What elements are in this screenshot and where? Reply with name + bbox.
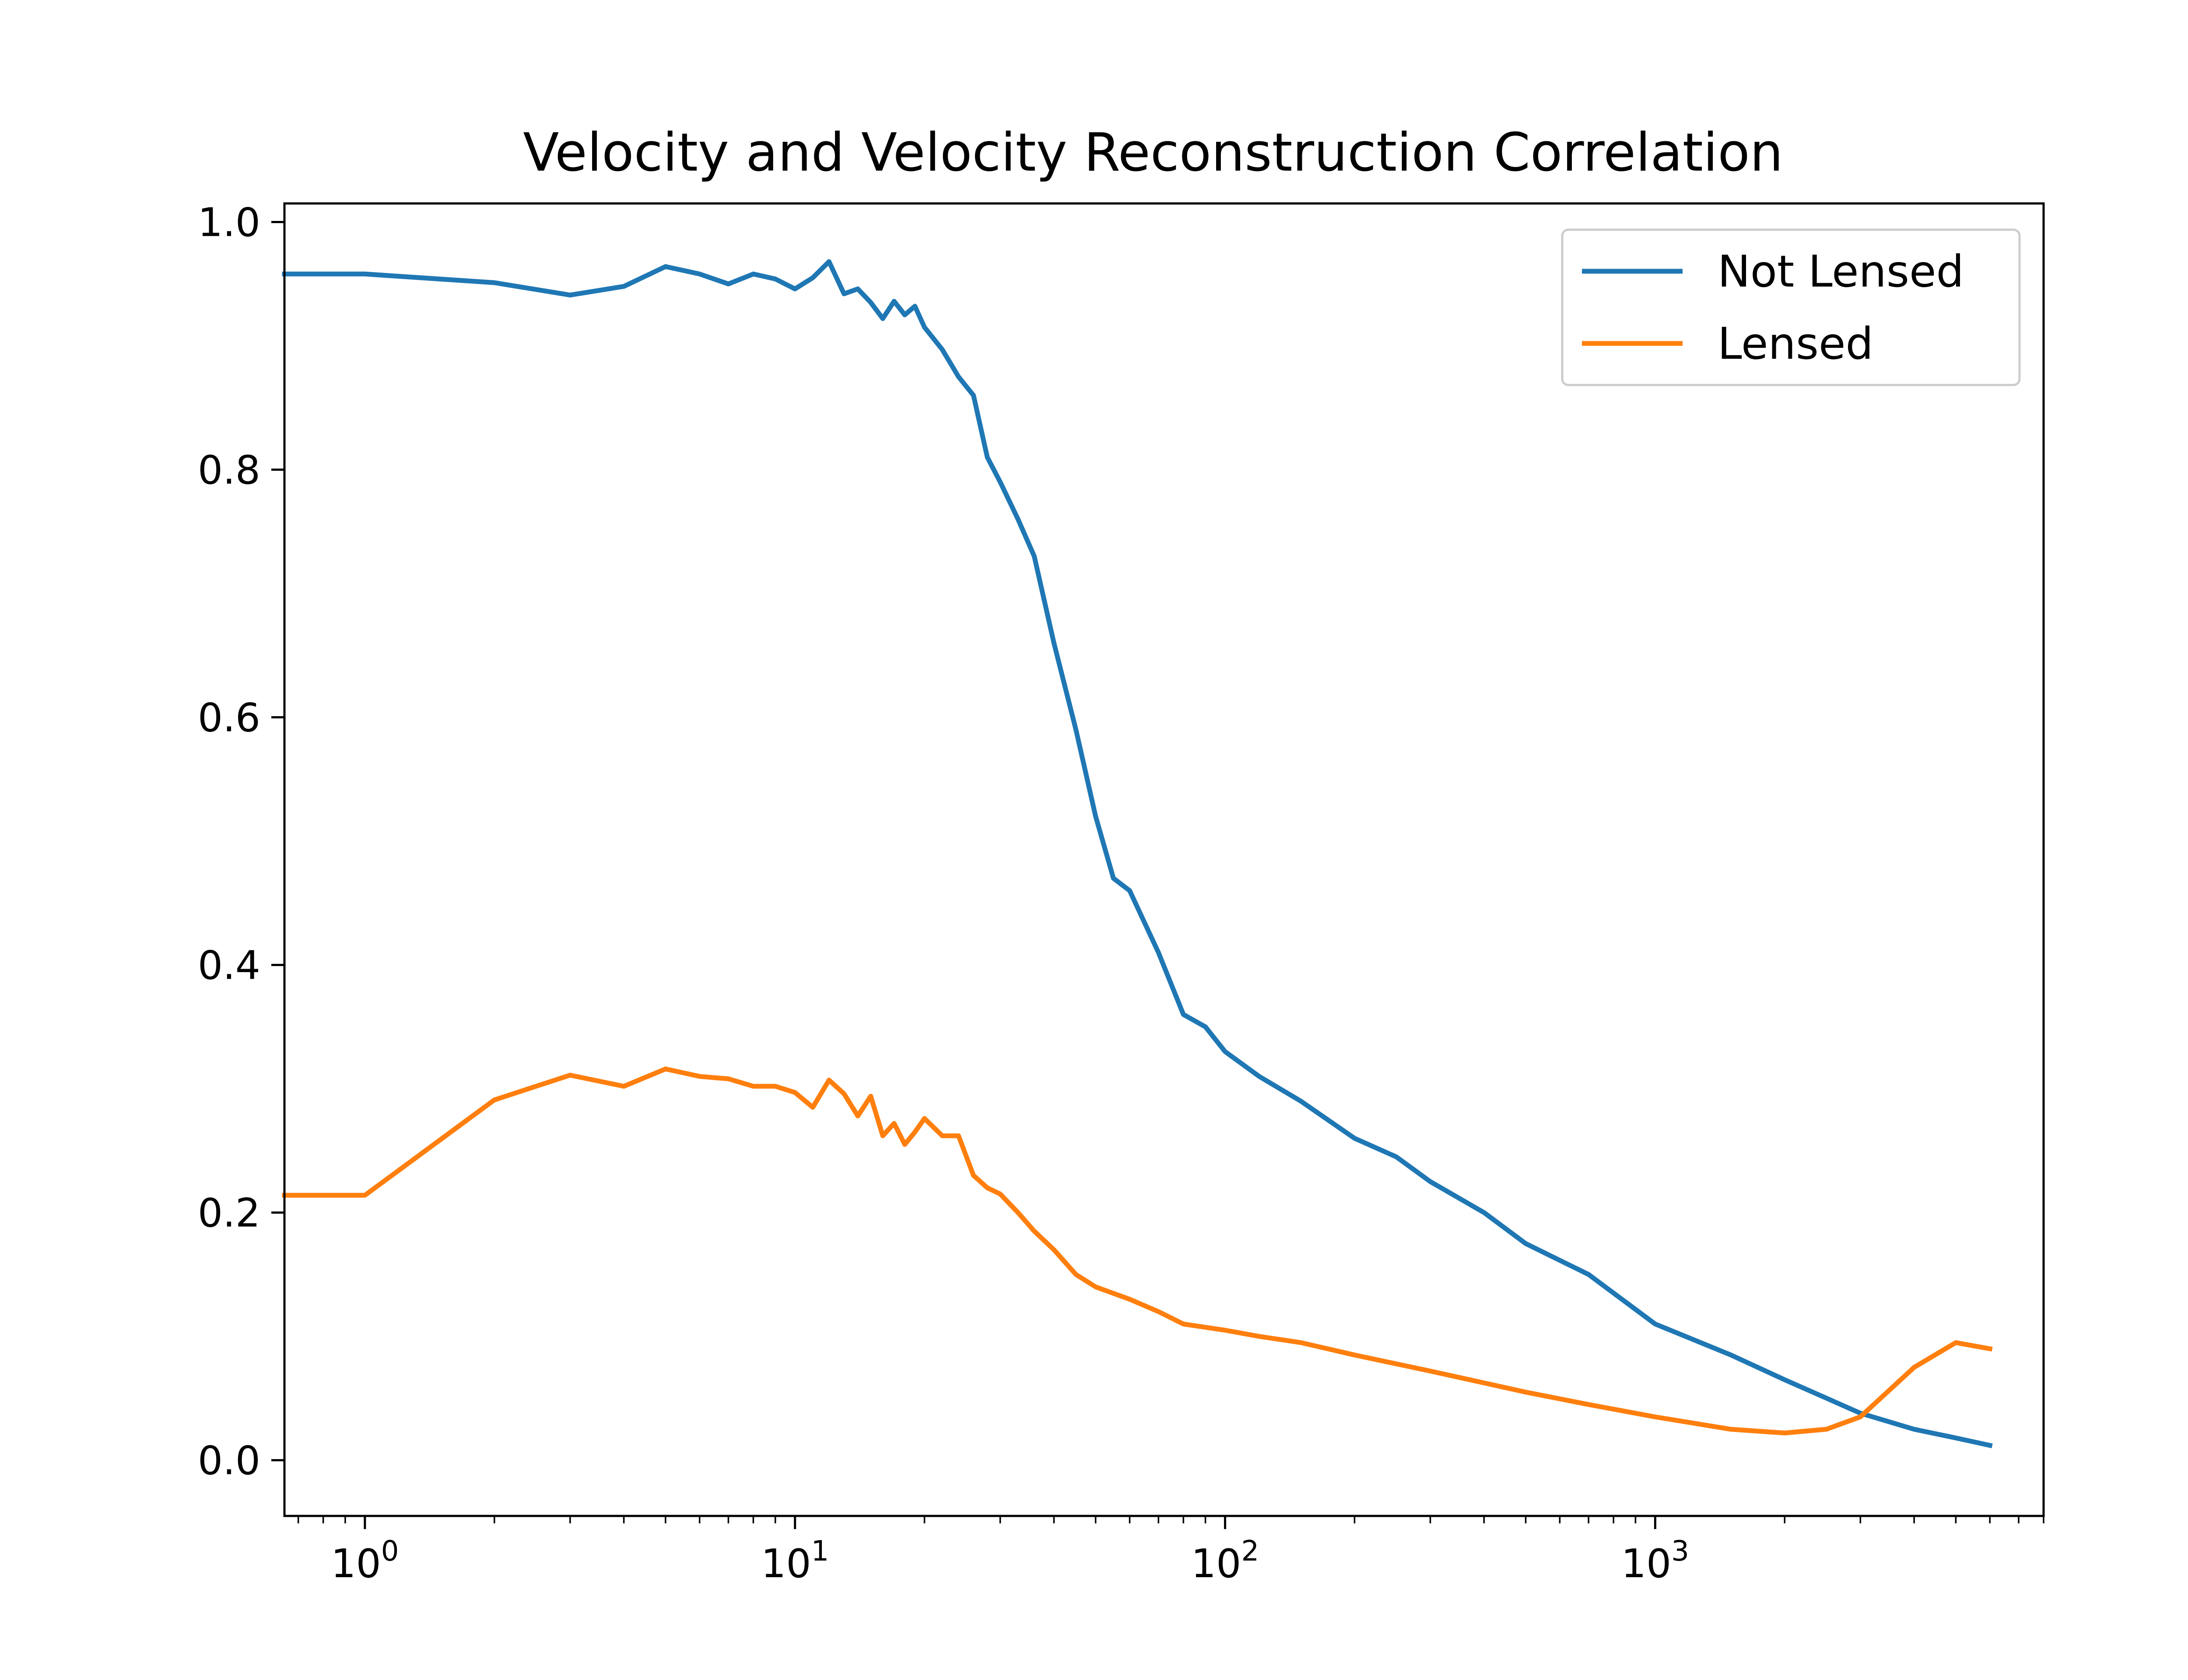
series-line-lensed — [282, 1066, 1993, 1435]
y-tick-label: 0.8 — [198, 447, 260, 493]
series-lines — [282, 259, 1993, 1449]
legend-box — [1561, 228, 2021, 386]
legend-label: Lensed — [1718, 318, 1873, 369]
y-tick-label: 1.0 — [198, 200, 260, 245]
axes: 0.0 0.2 0.4 0.6 0.8 1.0 100 101 102 103 — [198, 200, 2045, 1587]
x-tick-label: 101 — [761, 1535, 829, 1587]
y-tick-label: 0.6 — [198, 695, 260, 741]
y-tick-label: 0.0 — [198, 1438, 260, 1484]
x-tick-label: 103 — [1621, 1535, 1689, 1587]
x-tick-label: 102 — [1191, 1535, 1259, 1587]
series-line-not-lensed — [282, 259, 1993, 1449]
y-tick-label: 0.2 — [198, 1190, 260, 1236]
plot-frame — [283, 202, 2045, 1517]
chart-title: Velocity and Velocity Reconstruction Cor… — [523, 122, 1783, 183]
legend: Not Lensed Lensed — [1561, 228, 2021, 386]
legend-label: Not Lensed — [1718, 246, 1964, 297]
x-tick-label: 100 — [331, 1535, 399, 1587]
y-tick-label: 0.4 — [198, 943, 260, 989]
